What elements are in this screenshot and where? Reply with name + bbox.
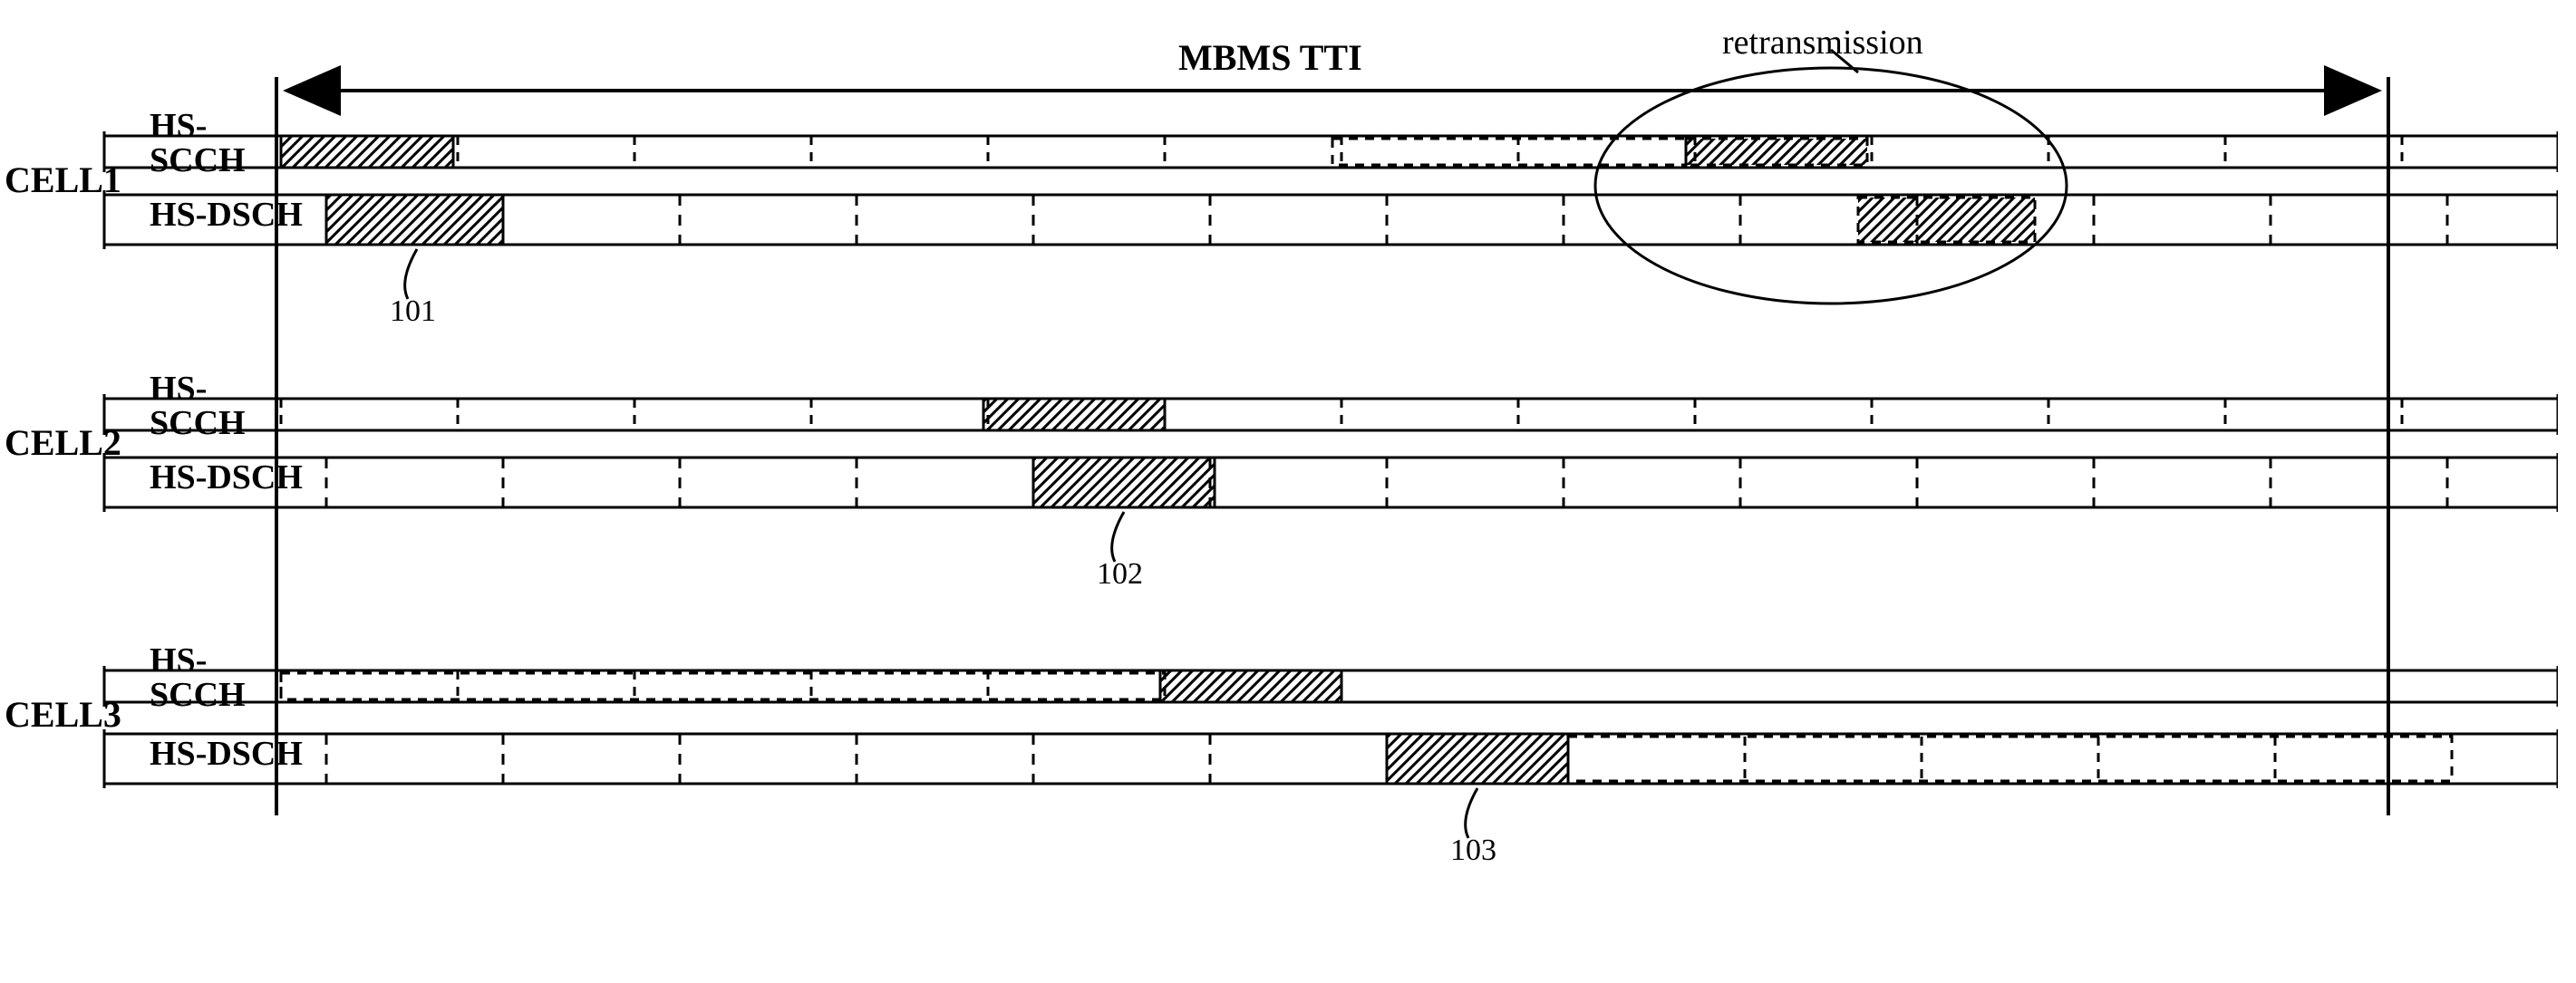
cell3-scch-dashed-left <box>281 673 1165 699</box>
cell1-scch-tx <box>281 136 453 168</box>
cell1-dsch-tx <box>326 195 503 245</box>
cell1-scch-dashed <box>1332 139 1686 165</box>
timing-diagram: MBMS TTI retransmission CELL1 HS- SCCH H… <box>18 18 2558 965</box>
cell3-dsch-tx <box>1387 734 1568 784</box>
diagram-svg <box>18 18 2558 965</box>
ref101-line <box>405 249 417 299</box>
cell2-scch-tx <box>983 399 1165 430</box>
cell1-dsch-retx <box>1858 198 2035 242</box>
ref103-line <box>1466 788 1477 838</box>
cell2-dsch-tx <box>1033 458 1215 507</box>
retrans-ellipse <box>1595 68 2067 304</box>
cell3-dsch-dashed-right <box>1568 737 2452 781</box>
cell1-scch-retx <box>1686 139 1867 165</box>
ref102-line <box>1112 512 1124 562</box>
cell3-scch-tx <box>1160 670 1341 702</box>
